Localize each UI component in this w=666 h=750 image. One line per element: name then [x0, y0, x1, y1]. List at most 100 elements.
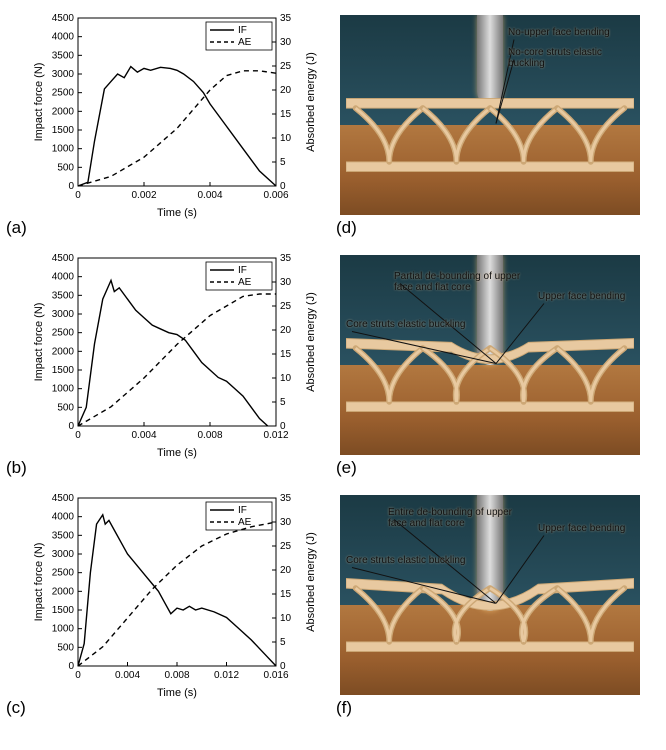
- chart-a: 0500100015002000250030003500400045000510…: [30, 10, 320, 220]
- svg-text:3000: 3000: [52, 69, 75, 80]
- annotation-text: Upper face bending: [538, 523, 625, 534]
- svg-text:0.012: 0.012: [263, 430, 288, 441]
- panel-c: 0500100015002000250030003500400045000510…: [10, 490, 320, 720]
- svg-text:2000: 2000: [52, 586, 75, 597]
- svg-text:Time (s): Time (s): [157, 447, 197, 459]
- truss-f: [346, 575, 634, 655]
- truss-svg-f: [346, 575, 634, 655]
- svg-text:0: 0: [68, 181, 74, 192]
- truss-svg-e: [346, 335, 634, 415]
- panel-f: Entire de-bounding of upper face and fla…: [340, 490, 650, 720]
- svg-text:4000: 4000: [52, 32, 75, 43]
- svg-text:0.008: 0.008: [197, 430, 222, 441]
- photo-d: No-upper face bending No-core struts elas…: [340, 15, 640, 215]
- svg-text:AE: AE: [238, 517, 252, 528]
- svg-text:0.002: 0.002: [131, 190, 156, 201]
- svg-text:3500: 3500: [52, 50, 75, 61]
- svg-text:25: 25: [280, 541, 292, 552]
- figure-grid: 0 500 1000 1500 2000 2500 3000 3500 4000 4500 0 5 10…: [10, 10, 656, 720]
- truss-svg-d: [346, 95, 634, 175]
- annotation-text: Entire de-bounding of upper face and fla…: [388, 507, 532, 529]
- panel-e: Partial de-bounding of upper face and fl…: [340, 250, 650, 480]
- svg-text:1000: 1000: [52, 384, 75, 395]
- svg-text:2500: 2500: [52, 328, 75, 339]
- svg-text:AE: AE: [238, 37, 252, 48]
- svg-text:1500: 1500: [52, 125, 75, 136]
- svg-text:Time (s): Time (s): [157, 207, 197, 219]
- svg-text:5: 5: [280, 157, 286, 168]
- svg-text:4500: 4500: [52, 493, 75, 504]
- svg-text:10: 10: [280, 133, 292, 144]
- panel-a: 0500100015002000250030003500400045000510…: [10, 10, 320, 240]
- svg-text:10: 10: [280, 613, 292, 624]
- svg-text:4500: 4500: [52, 13, 75, 24]
- svg-text:30: 30: [280, 277, 292, 288]
- svg-text:0: 0: [75, 430, 81, 441]
- svg-text:0.008: 0.008: [164, 670, 189, 681]
- svg-text:Absorbed energy (J): Absorbed energy (J): [305, 292, 317, 392]
- svg-text:20: 20: [280, 85, 292, 96]
- svg-text:2500: 2500: [52, 568, 75, 579]
- svg-text:0.004: 0.004: [115, 670, 140, 681]
- annotation-text: No-core struts elastic buckling: [508, 47, 640, 69]
- panel-label-a: (a): [6, 218, 27, 238]
- svg-text:4000: 4000: [52, 512, 75, 523]
- panel-d: No-upper face bending No-core struts elas…: [340, 10, 650, 240]
- svg-text:35: 35: [280, 493, 292, 504]
- svg-text:1000: 1000: [52, 624, 75, 635]
- photo-e: Partial de-bounding of upper face and fl…: [340, 255, 640, 455]
- svg-text:0.006: 0.006: [263, 190, 288, 201]
- svg-text:25: 25: [280, 61, 292, 72]
- svg-text:4500: 4500: [52, 253, 75, 264]
- svg-text:2000: 2000: [52, 106, 75, 117]
- svg-text:Impact force (N): Impact force (N): [33, 303, 45, 382]
- svg-text:Impact force (N): Impact force (N): [33, 63, 45, 142]
- svg-text:IF: IF: [238, 265, 247, 276]
- panel-label-c: (c): [6, 698, 26, 718]
- svg-text:IF: IF: [238, 505, 247, 516]
- svg-text:5: 5: [280, 637, 286, 648]
- svg-text:0: 0: [75, 190, 81, 201]
- svg-text:Absorbed energy (J): Absorbed energy (J): [305, 532, 317, 632]
- svg-text:20: 20: [280, 565, 292, 576]
- panel-b: 0500100015002000250030003500400045000510…: [10, 250, 320, 480]
- panel-label-e: (e): [336, 458, 357, 478]
- svg-text:500: 500: [57, 402, 74, 413]
- svg-text:35: 35: [280, 13, 292, 24]
- annotation-text: No-upper face bending: [508, 27, 610, 38]
- svg-text:Impact force (N): Impact force (N): [33, 543, 45, 622]
- panel-label-f: (f): [336, 698, 352, 718]
- svg-text:10: 10: [280, 373, 292, 384]
- svg-text:0.004: 0.004: [131, 430, 156, 441]
- svg-text:15: 15: [280, 109, 292, 120]
- chart-c-svg: 0500100015002000250030003500400045000510…: [30, 490, 320, 700]
- chart-b-svg: 0500100015002000250030003500400045000510…: [30, 250, 320, 460]
- svg-text:500: 500: [57, 642, 74, 653]
- svg-text:3000: 3000: [52, 309, 75, 320]
- svg-text:3500: 3500: [52, 290, 75, 301]
- svg-text:Time (s): Time (s): [157, 687, 197, 699]
- annotation-text: Partial de-bounding of upper face and fl…: [394, 271, 538, 293]
- svg-text:1500: 1500: [52, 365, 75, 376]
- svg-text:1500: 1500: [52, 605, 75, 616]
- svg-text:5: 5: [280, 397, 286, 408]
- svg-text:2000: 2000: [52, 346, 75, 357]
- svg-text:4000: 4000: [52, 272, 75, 283]
- svg-text:Absorbed energy (J): Absorbed energy (J): [305, 52, 317, 152]
- svg-text:3000: 3000: [52, 549, 75, 560]
- panel-label-d: (d): [336, 218, 357, 238]
- svg-text:0.004: 0.004: [197, 190, 222, 201]
- annotation-text: Core struts elastic buckling: [346, 555, 466, 566]
- chart-b: 0500100015002000250030003500400045000510…: [30, 250, 320, 460]
- svg-text:2500: 2500: [52, 88, 75, 99]
- chart-c: 0500100015002000250030003500400045000510…: [30, 490, 320, 700]
- svg-text:3500: 3500: [52, 530, 75, 541]
- panel-label-b: (b): [6, 458, 27, 478]
- svg-text:500: 500: [57, 162, 74, 173]
- svg-text:15: 15: [280, 349, 292, 360]
- svg-text:AE: AE: [238, 277, 252, 288]
- svg-text:25: 25: [280, 301, 292, 312]
- svg-text:15: 15: [280, 589, 292, 600]
- svg-text:0.016: 0.016: [263, 670, 288, 681]
- truss-d: [346, 95, 634, 175]
